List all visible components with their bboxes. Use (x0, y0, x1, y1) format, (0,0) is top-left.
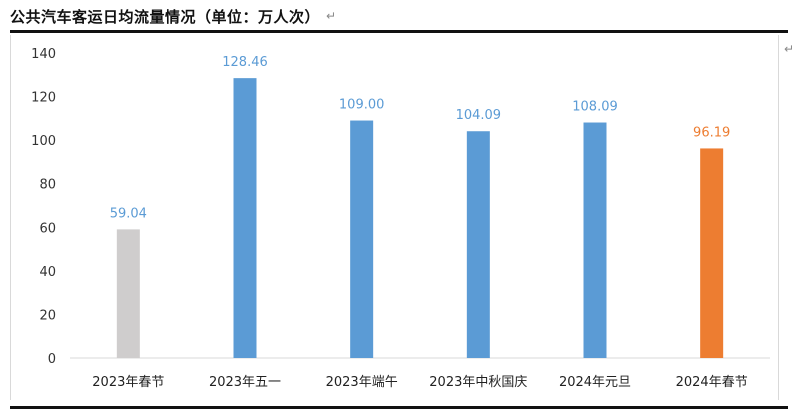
bar (350, 120, 374, 359)
bottom-rule (10, 406, 788, 409)
bar (233, 78, 257, 358)
bar-value-label: 108.09 (572, 100, 618, 115)
bar (583, 122, 607, 358)
side-paragraph-mark-icon: ↵ (784, 42, 795, 56)
bars (116, 78, 724, 359)
title-row: 公共汽车客运日均流量情况（单位：万人次） ↵ (10, 4, 336, 28)
x-category-label: 2024年春节 (676, 375, 748, 390)
y-axis: 0 20 40 60 80 100 120 140 (31, 47, 770, 367)
x-category-label: 2023年五一 (209, 375, 281, 390)
value-labels: 59.04 128.46 109.00 104.09 108.09 96.19 (110, 55, 731, 221)
y-tick-label: 60 (39, 221, 56, 236)
x-category-label: 2023年中秋国庆 (429, 375, 527, 390)
top-rule (10, 30, 788, 33)
y-tick-label: 120 (31, 91, 56, 106)
x-category-label: 2024年元旦 (559, 375, 631, 390)
bar (700, 148, 724, 358)
bar-value-label: 128.46 (222, 55, 268, 70)
y-tick-label: 0 (48, 352, 56, 367)
bar-value-label: 104.09 (456, 108, 502, 123)
paragraph-mark-icon: ↵ (326, 9, 337, 23)
y-tick-label: 40 (39, 265, 56, 280)
bar (116, 229, 140, 358)
bar-value-label: 109.00 (339, 98, 385, 113)
chart-title: 公共汽车客运日均流量情况（单位：万人次） (10, 7, 321, 26)
bar-value-label: 59.04 (110, 206, 147, 221)
y-tick-label: 80 (39, 178, 56, 193)
y-tick-label: 140 (31, 47, 56, 62)
x-category-label: 2023年端午 (326, 375, 398, 390)
y-tick-label: 100 (31, 134, 56, 149)
bar (466, 131, 490, 358)
chart-frame (10, 35, 779, 400)
y-tick-label: 20 (39, 308, 56, 323)
category-labels: 2023年春节 2023年五一 2023年端午 2023年中秋国庆 2024年元旦 202… (92, 375, 747, 390)
bar-value-label: 96.19 (693, 125, 730, 140)
x-category-label: 2023年春节 (92, 375, 164, 390)
